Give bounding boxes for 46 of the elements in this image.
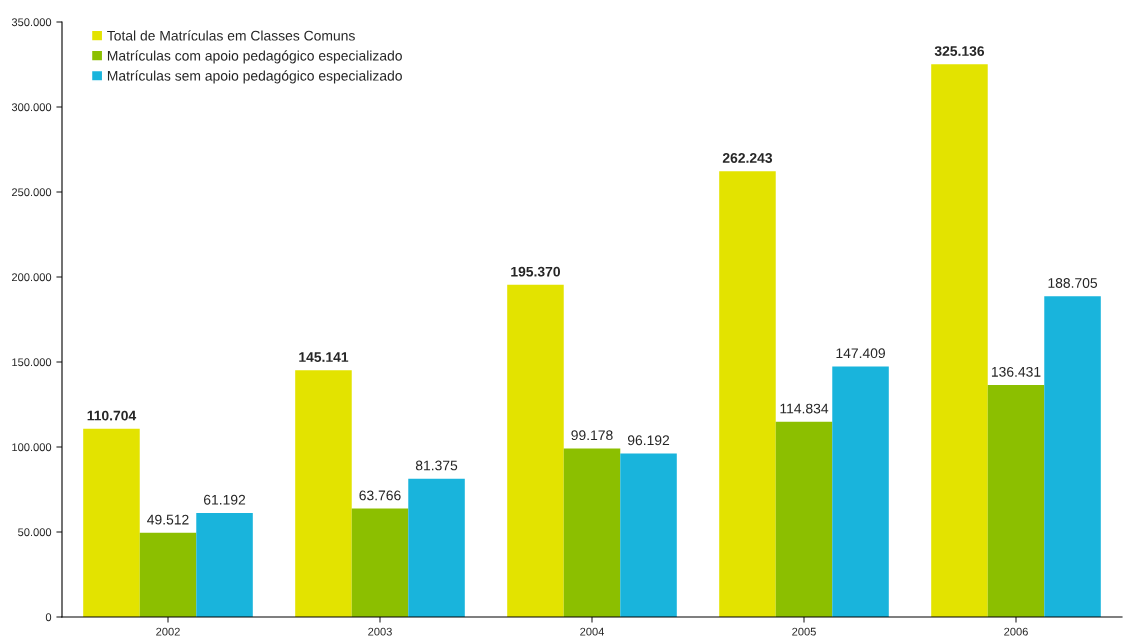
legend-label: Matrículas com apoio pedagógico especializado [107, 50, 402, 64]
y-tick-label: 100.000 [12, 443, 52, 452]
x-tick-label: 2002 [156, 627, 180, 636]
bar [832, 366, 889, 617]
data-label: 81.375 [415, 460, 458, 471]
legend-label: Matrículas sem apoio pedagógico especializado [107, 70, 402, 84]
y-tick-label: 0 [45, 613, 52, 622]
y-tick-label: 200.000 [11, 273, 52, 282]
bar [775, 421, 833, 617]
bar [931, 64, 988, 617]
bar [507, 284, 564, 617]
legend-label: Total de Matrículas em Classes Comuns [107, 30, 355, 41]
y-tick-label: 150.000 [12, 358, 52, 367]
bar [139, 532, 197, 617]
y-tick-label: 300.000 [11, 103, 52, 112]
y-tick-label: 350.000 [11, 18, 52, 27]
bar [620, 453, 677, 617]
data-label: 110.704 [87, 410, 137, 421]
bar [719, 171, 776, 617]
data-label: 114.834 [780, 403, 829, 414]
x-tick-label: 2005 [792, 627, 816, 636]
data-label: 63.766 [359, 490, 401, 501]
data-label: 99.178 [571, 430, 613, 441]
x-tick-label: 2006 [1004, 627, 1028, 636]
data-label: 96.192 [627, 435, 670, 446]
y-tick-label: 50.000 [18, 528, 52, 537]
bar [83, 428, 140, 617]
bar [295, 370, 352, 617]
data-label: 136.431 [991, 366, 1041, 377]
data-label: 49.512 [147, 514, 189, 525]
data-label: 147.409 [836, 348, 885, 359]
bar [196, 512, 253, 617]
data-label: 195.370 [511, 266, 560, 277]
data-label: 61.192 [204, 494, 246, 505]
bar [563, 448, 621, 617]
bar [351, 508, 409, 617]
y-tick-label: 250.000 [11, 188, 52, 197]
data-label: 188.705 [1048, 278, 1098, 288]
bar [408, 478, 465, 617]
bar [987, 385, 1045, 617]
data-label: 145.141 [299, 352, 349, 362]
data-label: 325.136 [934, 46, 985, 56]
x-tick-label: 2003 [368, 627, 392, 636]
bar [1044, 296, 1101, 617]
x-tick-label: 2004 [580, 627, 605, 636]
data-label: 262.243 [722, 153, 773, 163]
